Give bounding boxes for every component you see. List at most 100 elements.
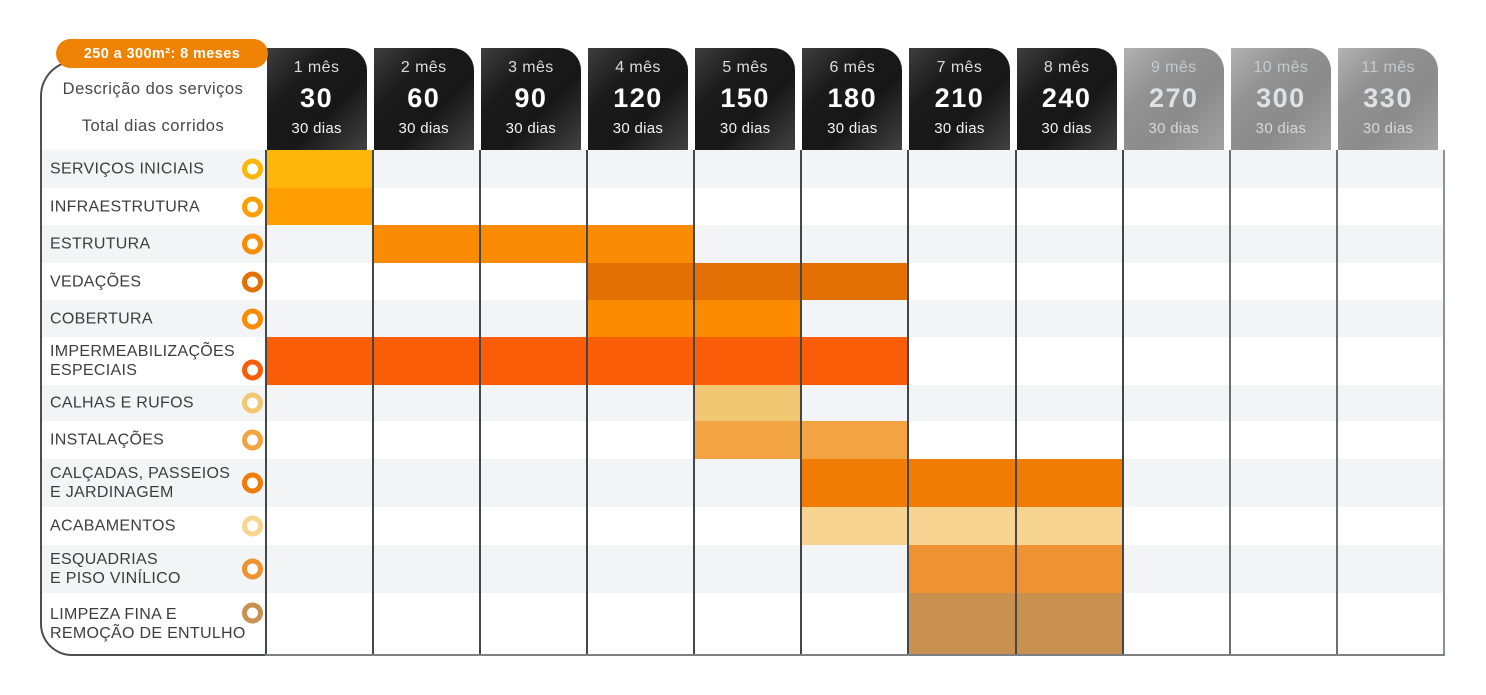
month-duration: 30 dias [934,120,985,137]
month-tab: 11 mês 330 30 dias [1338,48,1439,150]
ring-icon [242,558,263,580]
month-tab: 3 mês 90 30 dias [480,48,581,150]
month-label: 5 mês [722,59,768,76]
month-tab: 8 mês 240 30 dias [1016,48,1117,150]
month-duration: 30 dias [612,120,664,137]
month-total-days: 240 [1041,83,1092,113]
row-label: ACABAMENTOS [50,517,176,535]
month-tab: 4 mês 120 30 dias [587,48,689,150]
gantt-bar [587,263,908,300]
ring-icon [242,472,263,494]
month-label: 4 mês [615,59,661,76]
table-row: ESQUADRIAS E PISO VINÍLICO [41,545,1443,593]
month-label: 8 mês [1043,59,1090,76]
table-row: INFRAESTRUTURA [41,188,1443,225]
month-total-days: 270 [1148,83,1199,113]
panel-header-line2: Total dias corridos [81,117,225,135]
gantt-bar [266,150,372,188]
month-duration: 30 dias [1041,120,1092,137]
month-total-days: 30 [300,83,334,113]
ring-icon [242,308,263,329]
month-duration: 30 dias [398,120,449,137]
grid-line [1121,150,1124,655]
grid-line [478,150,481,655]
table-row: SERVIÇOS INICIAIS [41,150,1443,188]
month-label: 11 mês [1361,59,1415,76]
ring-icon [242,196,263,217]
month-duration: 30 dias [1255,120,1307,137]
grid-line [800,150,803,655]
month-tab: 7 mês 210 30 dias [909,48,1010,150]
month-tab: 5 mês 150 30 dias [695,48,796,150]
panel-header-line1: Descrição dos serviços [62,80,244,98]
grid-line [585,150,588,655]
grid-line [907,150,910,655]
month-tab: 2 mês 60 30 dias [373,48,474,150]
month-total-days: 180 [827,83,878,113]
row-label: VEDAÇÕES [50,272,142,290]
gantt-bar [373,225,694,263]
gantt-bar [266,188,372,225]
month-label: 3 mês [508,59,554,76]
row-label: COBERTURA [50,309,153,327]
table-row: LIMPEZA FINA E REMOÇÃO DE ENTULHO [41,593,1443,655]
row-label: IMPERMEABILIZAÇÕES ESPECIAIS [50,342,235,379]
gantt-bar [802,459,1122,507]
month-duration: 30 dias [1362,120,1414,137]
month-total-days: 60 [407,83,441,113]
month-total-days: 150 [720,83,770,113]
grid-line [693,150,696,655]
table-row: ESTRUTURA [41,225,1443,263]
grid-line [1228,150,1231,655]
grid-line [371,150,374,655]
panel-header: Descrição dos serviços Total dias corrid… [42,80,264,136]
month-total-days: 210 [934,83,985,113]
row-label: INSTALAÇÕES [50,431,165,449]
table-row: ACABAMENTOS [41,507,1443,545]
month-duration: 30 dias [291,120,342,137]
month-label: 2 mês [400,59,447,76]
month-duration: 30 dias [827,120,878,137]
row-label: ESTRUTURA [50,235,151,253]
month-duration: 30 dias [505,120,557,137]
grid-line [1014,150,1017,655]
month-total-days: 330 [1363,83,1413,113]
month-label: 10 mês [1253,59,1309,76]
month-label: 1 mês [293,59,340,76]
ring-icon [242,602,263,624]
table-row: CALÇADAS, PASSEIOS E JARDINAGEM [41,459,1443,507]
grid-line [1443,150,1446,655]
gantt-bar [695,385,801,421]
month-total-days: 300 [1256,83,1306,113]
grid-bottom-border [265,654,1445,656]
schedule-badge: 250 a 300m²: 8 meses [56,39,268,68]
grid-line [264,150,267,655]
row-label: CALÇADAS, PASSEIOS E JARDINAGEM [50,464,231,501]
month-label: 9 mês [1150,59,1197,76]
row-label: CALHAS E RUFOS [50,394,194,412]
row-label: LIMPEZA FINA E REMOÇÃO DE ENTULHO [50,605,246,642]
ring-icon [242,515,263,537]
ring-icon [242,233,263,255]
row-label: ESQUADRIAS E PISO VINÍLICO [50,550,181,587]
schedule-badge-text: 250 a 300m²: 8 meses [83,45,241,62]
month-total-days: 90 [514,83,548,113]
month-tab: 1 mês 30 30 dias [266,48,367,150]
row-label: SERVIÇOS INICIAIS [50,160,205,178]
row-label: INFRAESTRUTURA [50,197,200,215]
gantt-bar [802,507,1122,545]
month-duration: 30 dias [719,120,771,137]
month-tab: 10 mês 300 30 dias [1230,48,1331,150]
month-total-days: 120 [613,83,663,113]
ring-icon [242,271,263,292]
month-tab: 6 mês 180 30 dias [802,48,903,150]
month-label: 7 mês [936,59,983,76]
month-tab: 9 mês 270 30 dias [1123,48,1224,150]
ring-icon [242,359,263,381]
ring-icon [242,158,263,180]
ring-icon [242,392,263,414]
ring-icon [242,429,263,451]
month-label: 6 mês [829,59,876,76]
grid-line [1336,150,1338,655]
